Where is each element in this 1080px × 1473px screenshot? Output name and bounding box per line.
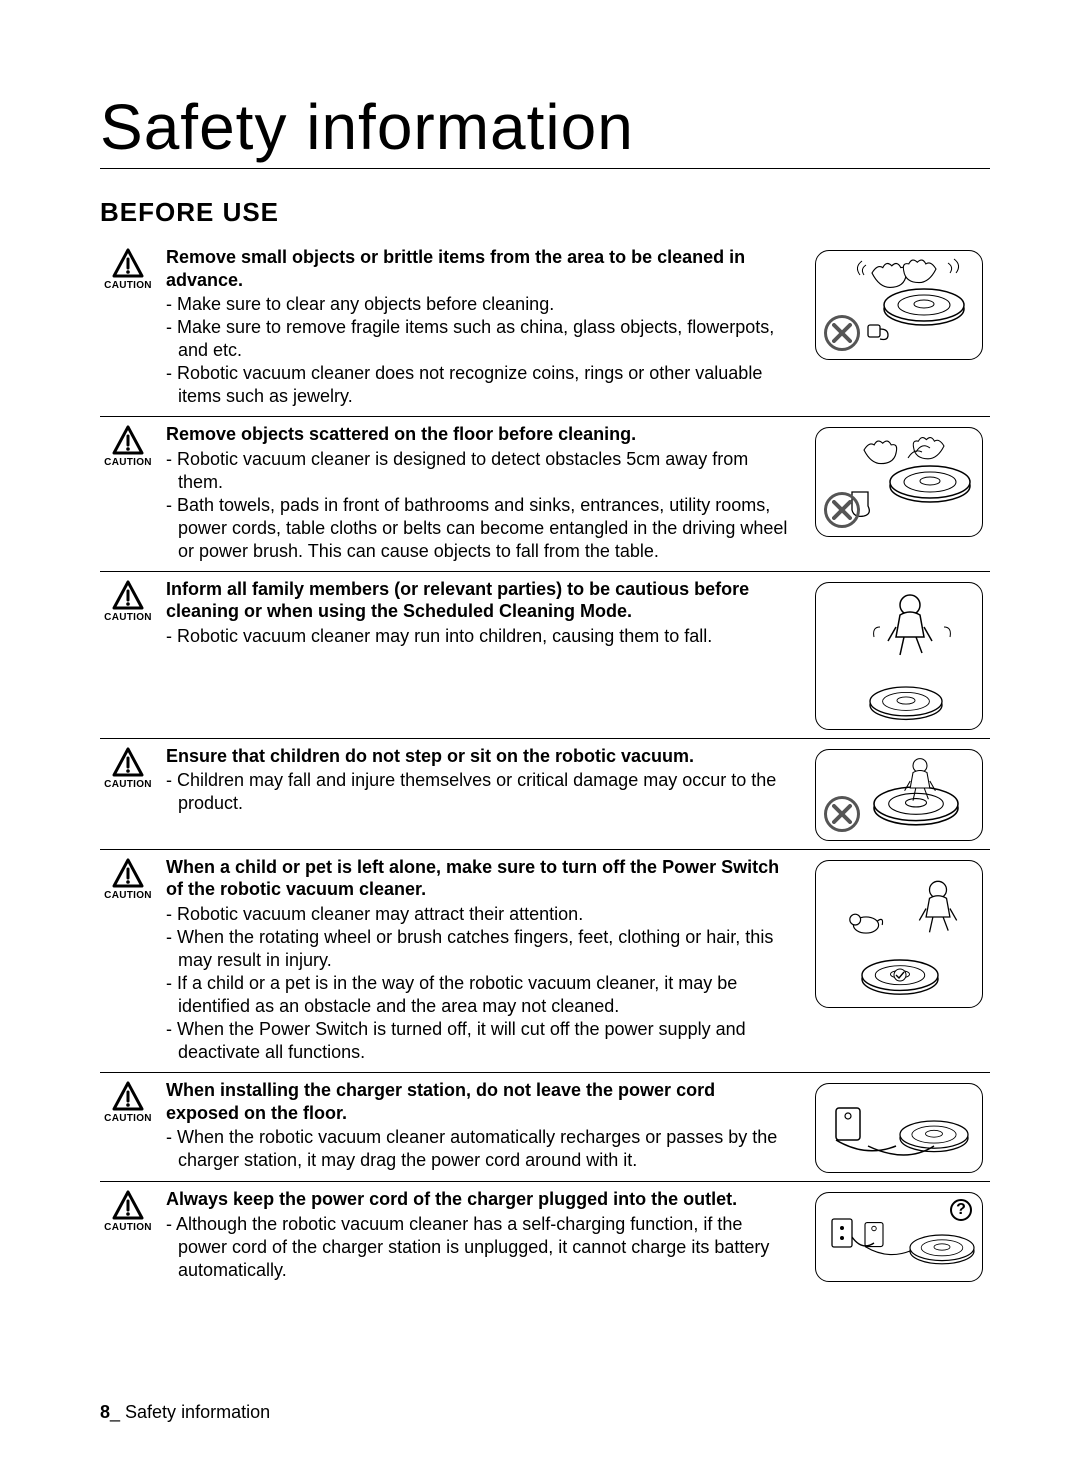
illustration-column — [808, 423, 990, 537]
caution-block: CAUTION Remove objects scattered on the f… — [100, 416, 990, 571]
caution-label: CAUTION — [104, 457, 152, 468]
illustration — [815, 860, 983, 1008]
caution-text: Inform all family members (or relevant p… — [166, 578, 798, 648]
caution-label: CAUTION — [104, 280, 152, 291]
caution-symbol-column: CAUTION — [100, 246, 156, 291]
illustration-column — [808, 578, 990, 730]
bullet-item: When the robotic vacuum cleaner automati… — [166, 1126, 788, 1172]
bullet-item: Children may fall and injure themselves … — [166, 769, 788, 815]
bullet-item: Robotic vacuum cleaner may attract their… — [166, 903, 788, 926]
caution-text: Remove objects scattered on the floor be… — [166, 423, 798, 563]
caution-block: CAUTION Always keep the power cord of the… — [100, 1181, 990, 1290]
illustration — [815, 427, 983, 537]
caution-headline: Remove small objects or brittle items fr… — [166, 246, 788, 291]
caution-symbol-column: CAUTION — [100, 1079, 156, 1124]
bullet-item: Robotic vacuum cleaner is designed to de… — [166, 448, 788, 494]
caution-text: When a child or pet is left alone, make … — [166, 856, 798, 1064]
caution-symbol-column: CAUTION — [100, 745, 156, 790]
caution-block: CAUTION Remove small objects or brittle i… — [100, 240, 990, 416]
caution-label: CAUTION — [104, 779, 152, 790]
illustration — [815, 250, 983, 360]
caution-list: CAUTION Remove small objects or brittle i… — [100, 240, 990, 1290]
caution-icon — [112, 425, 144, 455]
illustration-column — [808, 745, 990, 841]
caution-symbol-column: CAUTION — [100, 1188, 156, 1233]
illustration — [815, 1083, 983, 1173]
bullet-item: Robotic vacuum cleaner may run into chil… — [166, 625, 788, 648]
caution-block: CAUTION When a child or pet is left alone… — [100, 849, 990, 1072]
page-footer: 8_ Safety information — [100, 1402, 270, 1423]
question-icon: ? — [950, 1199, 972, 1221]
caution-bullets: Robotic vacuum cleaner may run into chil… — [166, 625, 788, 648]
caution-icon — [112, 580, 144, 610]
caution-icon — [112, 248, 144, 278]
caution-text: Ensure that children do not step or sit … — [166, 745, 798, 816]
caution-headline: Always keep the power cord of the charge… — [166, 1188, 788, 1211]
caution-text: When installing the charger station, do … — [166, 1079, 798, 1172]
bullet-item: Make sure to remove fragile items such a… — [166, 316, 788, 362]
caution-symbol-column: CAUTION — [100, 423, 156, 468]
illustration-column: ? — [808, 1188, 990, 1282]
bullet-item: Robotic vacuum cleaner does not recogniz… — [166, 362, 788, 408]
caution-label: CAUTION — [104, 890, 152, 901]
caution-headline: Ensure that children do not step or sit … — [166, 745, 788, 768]
page-title: Safety information — [100, 90, 990, 169]
caution-icon — [112, 858, 144, 888]
prohibited-icon — [824, 492, 860, 528]
caution-symbol-column: CAUTION — [100, 578, 156, 623]
page: Safety information BEFORE USE CAUTION Rem… — [0, 0, 1080, 1473]
section-heading: BEFORE USE — [100, 197, 990, 228]
caution-bullets: Robotic vacuum cleaner is designed to de… — [166, 448, 788, 563]
bullet-item: When the rotating wheel or brush catches… — [166, 926, 788, 972]
illustration-column — [808, 1079, 990, 1173]
caution-symbol-column: CAUTION — [100, 856, 156, 901]
prohibited-icon — [824, 315, 860, 351]
caution-icon — [112, 747, 144, 777]
caution-headline: When a child or pet is left alone, make … — [166, 856, 788, 901]
caution-icon — [112, 1081, 144, 1111]
illustration — [815, 749, 983, 841]
caution-headline: Remove objects scattered on the floor be… — [166, 423, 788, 446]
caution-icon — [112, 1190, 144, 1220]
caution-headline: Inform all family members (or relevant p… — [166, 578, 788, 623]
page-number: 8 — [100, 1402, 110, 1422]
caution-label: CAUTION — [104, 1113, 152, 1124]
illustration — [815, 582, 983, 730]
caution-bullets: Make sure to clear any objects before cl… — [166, 293, 788, 408]
caution-bullets: When the robotic vacuum cleaner automati… — [166, 1126, 788, 1172]
caution-bullets: Although the robotic vacuum cleaner has … — [166, 1213, 788, 1282]
footer-sep: _ — [110, 1402, 120, 1422]
bullet-item: Make sure to clear any objects before cl… — [166, 293, 788, 316]
caution-block: CAUTION When installing the charger stati… — [100, 1072, 990, 1181]
caution-label: CAUTION — [104, 612, 152, 623]
illustration: ? — [815, 1192, 983, 1282]
caution-text: Remove small objects or brittle items fr… — [166, 246, 798, 408]
bullet-item: Although the robotic vacuum cleaner has … — [166, 1213, 788, 1282]
caution-bullets: Robotic vacuum cleaner may attract their… — [166, 903, 788, 1064]
caution-headline: When installing the charger station, do … — [166, 1079, 788, 1124]
caution-block: CAUTION Inform all family members (or rel… — [100, 571, 990, 738]
bullet-item: When the Power Switch is turned off, it … — [166, 1018, 788, 1064]
illustration-column — [808, 246, 990, 360]
caution-bullets: Children may fall and injure themselves … — [166, 769, 788, 815]
bullet-item: If a child or a pet is in the way of the… — [166, 972, 788, 1018]
prohibited-icon — [824, 796, 860, 832]
caution-block: CAUTION Ensure that children do not step … — [100, 738, 990, 849]
footer-text: Safety information — [120, 1402, 270, 1422]
caution-text: Always keep the power cord of the charge… — [166, 1188, 798, 1282]
illustration-column — [808, 856, 990, 1008]
bullet-item: Bath towels, pads in front of bathrooms … — [166, 494, 788, 563]
caution-label: CAUTION — [104, 1222, 152, 1233]
